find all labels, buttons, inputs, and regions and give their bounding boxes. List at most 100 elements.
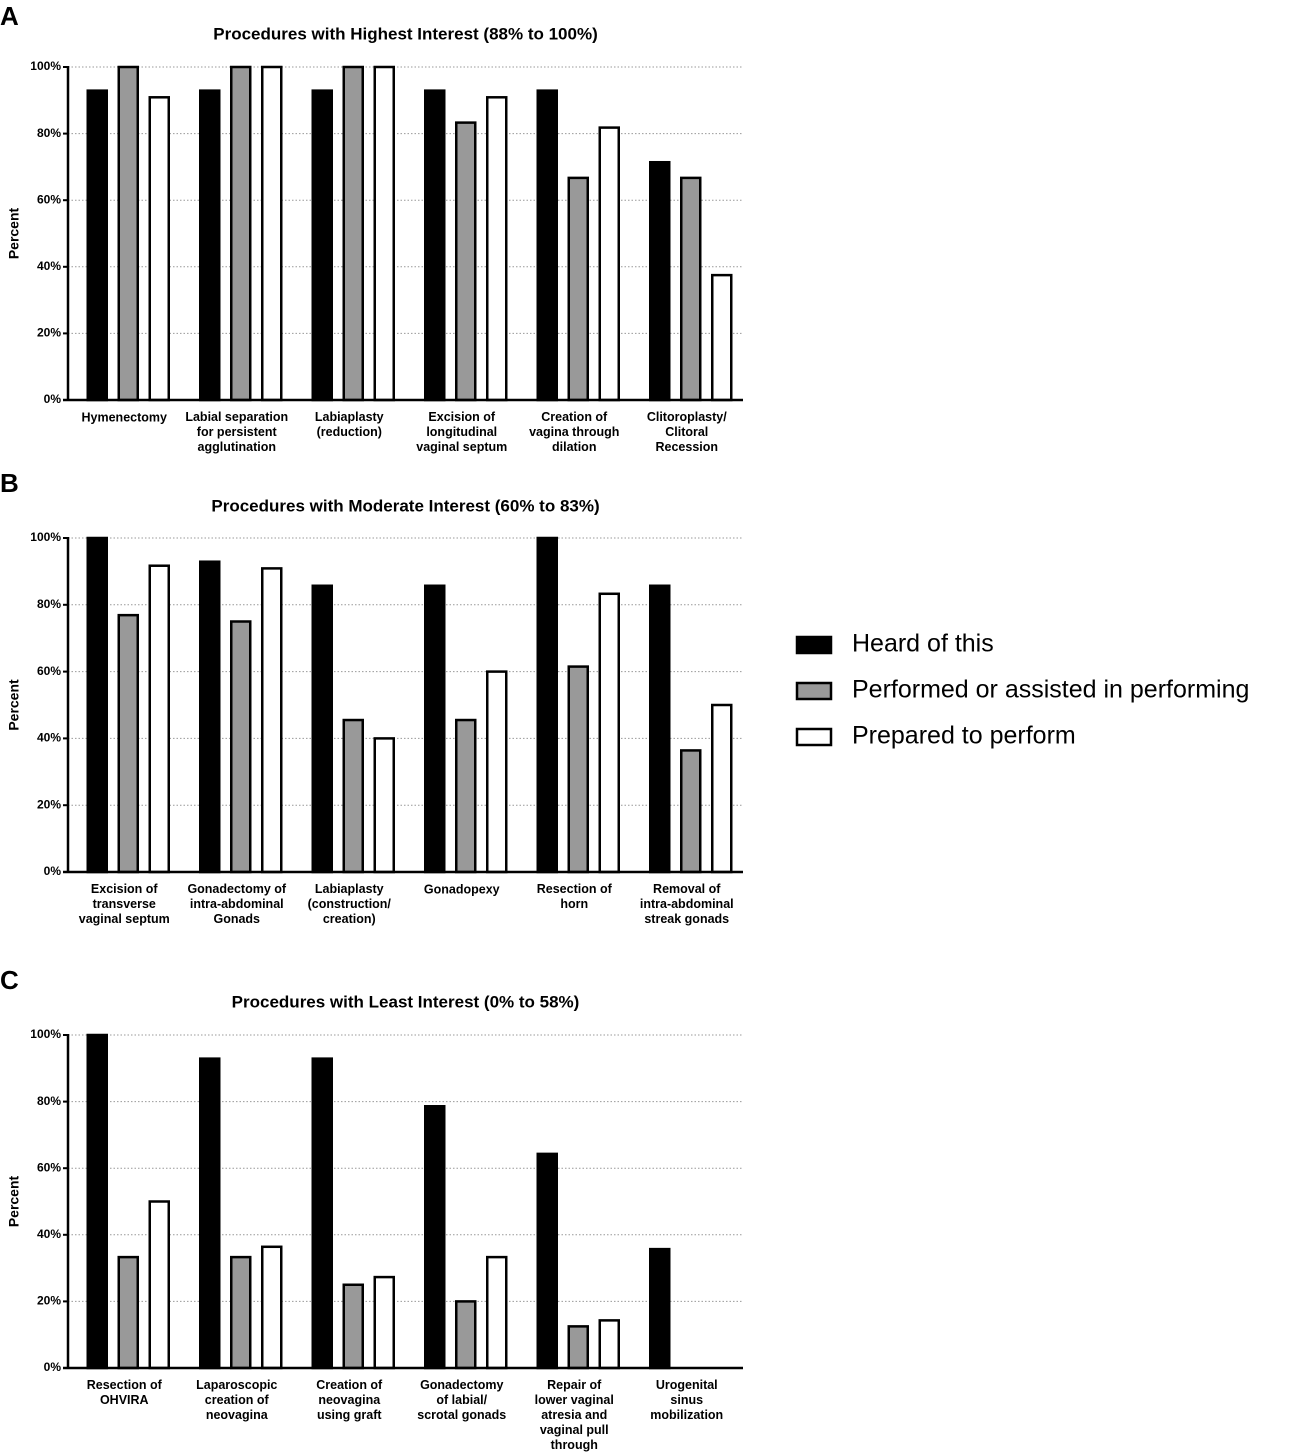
bar [567, 1325, 589, 1370]
chart-title: Procedures with Highest Interest (88% to… [213, 24, 598, 43]
bar [230, 1255, 252, 1370]
panel-letter: C [0, 965, 19, 995]
bar [199, 89, 221, 402]
bar [711, 273, 733, 402]
bar [567, 176, 589, 402]
bar [598, 1319, 620, 1370]
y-tick-label: 100% [30, 1027, 61, 1041]
bar [86, 89, 108, 402]
x-tick-label: Labiaplasty (reduction) [315, 410, 384, 439]
y-tick-label: 100% [30, 530, 61, 544]
x-tick-label: Excision of transverse vaginal septum [79, 882, 170, 926]
bar [424, 1105, 446, 1370]
bar [342, 718, 364, 874]
y-tick-label: 80% [37, 1094, 61, 1108]
bar [311, 584, 333, 874]
legend-swatch [795, 635, 833, 655]
y-tick-label: 60% [37, 192, 61, 206]
bar [486, 670, 508, 874]
bar [424, 89, 446, 402]
y-tick-label: 40% [37, 259, 61, 273]
bar [486, 1255, 508, 1370]
legend-label: Prepared to perform [852, 722, 1076, 750]
bar [373, 737, 395, 874]
x-tick-label: Labiaplasty (construction/creation) [308, 882, 392, 926]
y-tick-label: 0% [44, 392, 62, 406]
bar [148, 564, 170, 874]
bar [649, 1247, 671, 1370]
bar [199, 1057, 221, 1370]
y-tick-label: 80% [37, 126, 61, 140]
legend-swatch [795, 681, 833, 701]
x-tick-label: Hymenectomy [82, 410, 167, 424]
bar [598, 592, 620, 874]
y-tick-label: 60% [37, 1160, 61, 1174]
y-tick-label: 20% [37, 326, 61, 340]
y-axis-label: Percent [6, 679, 22, 731]
x-tick-label: Creation of vagina through dilation [529, 410, 619, 454]
bar [536, 1152, 558, 1370]
bar [86, 1033, 108, 1370]
bar [261, 65, 283, 402]
y-axis-label: Percent [6, 207, 22, 259]
bar [680, 749, 702, 874]
y-tick-label: 40% [37, 1227, 61, 1241]
y-tick-label: 20% [37, 1294, 61, 1308]
x-tick-label: Laparoscopic creation of neovagina [196, 1378, 277, 1422]
panel-letter: B [0, 468, 19, 498]
x-tick-label: Creation of neovagina using graft [316, 1378, 383, 1422]
bar [536, 536, 558, 874]
bar [230, 65, 252, 402]
x-tick-label: Excision of longitudinal vaginal septum [416, 410, 507, 454]
bar [598, 126, 620, 402]
bar [649, 160, 671, 402]
bar [486, 96, 508, 402]
bar [261, 1245, 283, 1370]
y-tick-label: 80% [37, 597, 61, 611]
y-tick-label: 20% [37, 797, 61, 811]
bar [649, 584, 671, 874]
x-tick-label: Clitoroplasty/Clitoral Recession [647, 410, 727, 454]
x-tick-label: Resection of horn [537, 882, 613, 911]
y-tick-label: 0% [44, 864, 62, 878]
legend-swatch [795, 727, 833, 747]
bar [148, 1200, 170, 1370]
x-tick-label: Resection of OHVIRA [87, 1378, 163, 1407]
bar [117, 65, 139, 402]
bar [148, 96, 170, 402]
bar [117, 1255, 139, 1370]
bar [536, 89, 558, 402]
x-tick-label: Labial separation for persistent agglutina… [185, 410, 288, 454]
bar [711, 703, 733, 874]
x-tick-label: Gonadectomy of intra-abdominal Gonads [187, 882, 286, 926]
y-tick-label: 0% [44, 1360, 62, 1374]
x-tick-label: Gonadectomy of labial/scrotal gonads [417, 1378, 506, 1422]
bar [311, 1057, 333, 1370]
bar [117, 613, 139, 874]
y-tick-label: 100% [30, 59, 61, 73]
bar [342, 1283, 364, 1370]
x-tick-label: Gonadopexy [424, 882, 500, 896]
x-tick-label: Repair of lower vaginal atresia and vaginal… [535, 1378, 614, 1452]
bar [261, 567, 283, 874]
x-tick-label: Urogenital sinus mobilization [650, 1378, 723, 1422]
bar [424, 584, 446, 874]
bar [199, 560, 221, 874]
bar [567, 665, 589, 874]
y-tick-label: 60% [37, 664, 61, 678]
bar [455, 121, 477, 402]
bar [373, 1275, 395, 1370]
legend-label: Heard of this [852, 630, 994, 658]
y-tick-label: 40% [37, 731, 61, 745]
panel-letter: A [0, 1, 19, 31]
chart-title: Procedures with Least Interest (0% to 58… [232, 992, 580, 1011]
bar [86, 536, 108, 874]
bar [373, 65, 395, 402]
bar [455, 718, 477, 874]
bar [230, 620, 252, 874]
chart-title: Procedures with Moderate Interest (60% t… [211, 496, 599, 515]
x-tick-label: Removal of intra-abdominal streak gonads [640, 882, 734, 926]
bar [342, 65, 364, 402]
y-axis-label: Percent [6, 1175, 22, 1227]
